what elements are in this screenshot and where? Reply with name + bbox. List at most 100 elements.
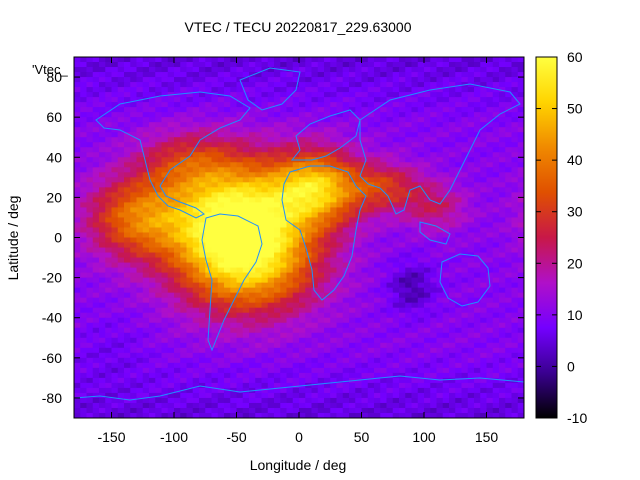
heatmap-cell: [467, 372, 475, 379]
heatmap-cell: [267, 287, 275, 294]
heatmap-cell: [386, 307, 394, 314]
heatmap-cell: [449, 137, 456, 143]
heatmap-cell: [155, 97, 163, 103]
heatmap-cell: [86, 337, 94, 344]
heatmap-cell: [492, 337, 500, 344]
heatmap-cell: [117, 107, 125, 113]
heatmap-cell: [336, 77, 344, 83]
heatmap-cell: [386, 292, 394, 299]
heatmap-cell: [280, 307, 288, 314]
heatmap-cell: [155, 347, 163, 354]
heatmap-cell: [455, 347, 463, 354]
heatmap-cell: [511, 267, 519, 274]
heatmap-cell: [430, 67, 438, 73]
heatmap-cell: [274, 172, 281, 178]
heatmap-cell: [92, 397, 100, 404]
heatmap-cell: [349, 182, 356, 188]
heatmap-cell: [267, 332, 275, 339]
heatmap-cell: [461, 387, 469, 394]
heatmap-cell: [199, 242, 206, 249]
heatmap-cell: [505, 347, 513, 354]
heatmap-cell: [442, 392, 450, 399]
heatmap-cell: [324, 142, 331, 148]
heatmap-cell: [74, 317, 81, 324]
heatmap-cell: [374, 57, 381, 63]
heatmap-cell: [299, 192, 306, 198]
heatmap-cell: [174, 102, 181, 108]
heatmap-cell: [236, 357, 244, 364]
heatmap-cell: [330, 192, 338, 198]
heatmap-cell: [330, 362, 338, 369]
heatmap-cell: [180, 127, 188, 133]
heatmap-cell: [367, 167, 375, 173]
heatmap-cell: [161, 272, 169, 279]
heatmap-cell: [186, 397, 194, 404]
heatmap-cell: [442, 352, 450, 359]
heatmap-cell: [499, 362, 506, 369]
heatmap-cell: [486, 357, 494, 364]
heatmap-cell: [124, 377, 131, 384]
heatmap-cell: [192, 282, 200, 289]
heatmap-cell: [386, 107, 394, 113]
heatmap-cell: [99, 367, 106, 374]
heatmap-cell: [236, 237, 244, 244]
heatmap-cell: [292, 187, 300, 193]
heatmap-cell: [286, 297, 294, 304]
heatmap-cell: [330, 162, 338, 168]
heatmap-cell: [386, 302, 394, 309]
heatmap-cell: [449, 252, 456, 259]
heatmap-cell: [111, 67, 119, 73]
heatmap-cell: [324, 132, 331, 138]
heatmap-cell: [230, 152, 238, 158]
heatmap-cell: [105, 372, 113, 379]
heatmap-cell: [74, 272, 81, 279]
heatmap-cell: [161, 307, 169, 314]
heatmap-cell: [255, 97, 263, 103]
heatmap-cell: [92, 197, 100, 203]
heatmap-cell: [155, 182, 163, 188]
heatmap-cell: [149, 392, 156, 399]
heatmap-cell: [311, 397, 319, 404]
heatmap-cell: [374, 377, 381, 384]
heatmap-cell: [192, 82, 200, 88]
heatmap-cell: [374, 227, 381, 234]
heatmap-cell: [305, 207, 313, 214]
heatmap-cell: [311, 162, 319, 168]
heatmap-cell: [461, 332, 469, 339]
heatmap-cell: [330, 262, 338, 269]
heatmap-cell: [305, 192, 313, 198]
heatmap-cell: [199, 397, 206, 404]
heatmap-cell: [399, 107, 406, 113]
heatmap-cell: [261, 62, 269, 68]
heatmap-cell: [86, 232, 94, 239]
heatmap-cell: [399, 92, 406, 98]
heatmap-cell: [224, 267, 231, 274]
heatmap-cell: [505, 57, 513, 63]
heatmap-cell: [442, 107, 450, 113]
heatmap-cell: [236, 152, 244, 158]
heatmap-cell: [511, 272, 519, 279]
heatmap-cell: [174, 352, 181, 359]
heatmap-cell: [455, 322, 463, 329]
heatmap-cell: [117, 117, 125, 123]
heatmap-cell: [474, 102, 481, 108]
heatmap-cell: [111, 332, 119, 339]
heatmap-cell: [442, 262, 450, 269]
heatmap-cell: [342, 67, 350, 73]
heatmap-cell: [111, 197, 119, 203]
heatmap-cell: [255, 152, 263, 158]
heatmap-cell: [361, 187, 369, 193]
heatmap-cell: [305, 117, 313, 123]
heatmap-cell: [511, 92, 519, 98]
heatmap-cell: [192, 197, 200, 203]
heatmap-cell: [499, 352, 506, 359]
heatmap-cell: [186, 252, 194, 259]
heatmap-cell: [86, 292, 94, 299]
heatmap-cell: [424, 207, 431, 214]
heatmap-cell: [499, 247, 506, 254]
heatmap-cell: [455, 87, 463, 93]
heatmap-cell: [499, 132, 506, 138]
heatmap-cell: [192, 212, 200, 219]
heatmap-cell: [449, 392, 456, 399]
heatmap-cell: [130, 402, 138, 409]
